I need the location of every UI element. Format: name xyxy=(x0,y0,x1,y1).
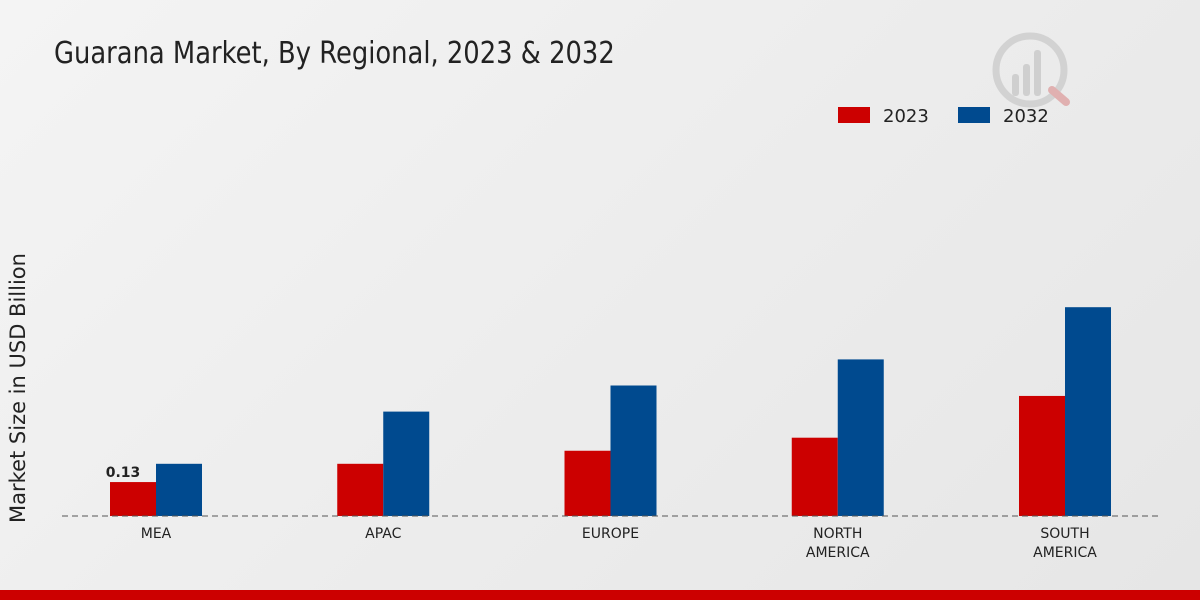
bar-2023-europe xyxy=(564,450,611,516)
bar-2032-europe xyxy=(610,385,657,516)
x-tick-label-north-america: NORTH AMERICA xyxy=(806,526,870,561)
bar-2032-north-america xyxy=(837,359,884,516)
legend-label-2032: 2032 xyxy=(1003,106,1049,127)
bar-2023-north-america xyxy=(791,437,838,516)
brand-logo-icon xyxy=(992,32,1070,108)
bar-2023-south-america xyxy=(1019,395,1065,516)
chart-title: Guarana Market, By Regional, 2023 & 2032 xyxy=(54,36,615,71)
bar-2032-south-america xyxy=(1065,307,1111,516)
x-tick-label-south-america: SOUTH AMERICA xyxy=(1033,526,1097,561)
legend-swatch-2032 xyxy=(958,107,990,123)
bar-2032-apac xyxy=(383,411,430,516)
legend-swatch-2023 xyxy=(838,107,870,123)
bar-2032-mea xyxy=(156,463,202,516)
x-tick-label-mea: MEA xyxy=(141,526,172,542)
x-tick-label-europe: EUROPE xyxy=(582,526,639,542)
bar-2023-mea xyxy=(110,482,156,516)
x-tick-label-apac: APAC xyxy=(365,526,401,542)
legend-label-2023: 2023 xyxy=(883,106,929,127)
data-label-mea: 0.13 xyxy=(106,465,141,481)
footer-bar xyxy=(0,590,1200,600)
bar-2023-apac xyxy=(337,463,384,516)
